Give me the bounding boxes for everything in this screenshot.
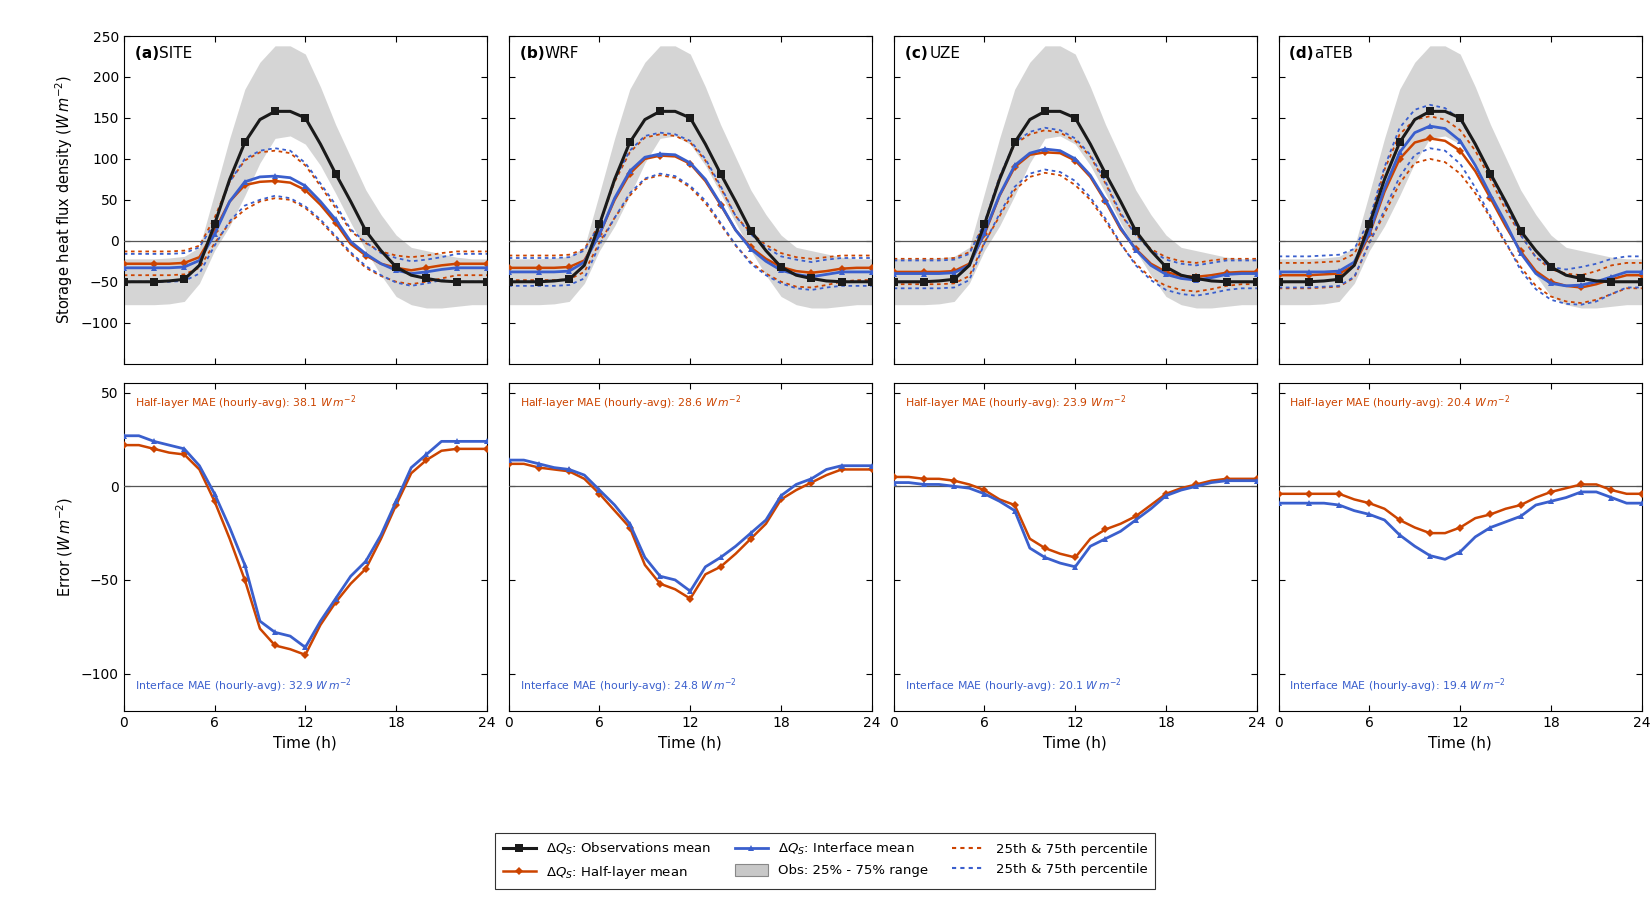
Text: (d): (d) [1290,46,1320,61]
Text: Interface MAE (hourly-avg): 24.8 $W\,m^{-2}$: Interface MAE (hourly-avg): 24.8 $W\,m^{… [520,676,736,695]
Text: Interface MAE (hourly-avg): 19.4 $W\,m^{-2}$: Interface MAE (hourly-avg): 19.4 $W\,m^{… [1290,676,1506,695]
Y-axis label: Storage heat flux density ($W\,m^{-2}$): Storage heat flux density ($W\,m^{-2}$) [54,76,76,324]
Text: Half-layer MAE (hourly-avg): 20.4 $W\,m^{-2}$: Half-layer MAE (hourly-avg): 20.4 $W\,m^… [1290,393,1510,412]
Text: (a): (a) [135,46,163,61]
X-axis label: Time (h): Time (h) [658,735,723,751]
Legend: $\Delta Q_S$: Observations mean, $\Delta Q_S$: Half-layer mean, $\Delta Q_S$: In: $\Delta Q_S$: Observations mean, $\Delta… [495,833,1155,889]
Text: (c): (c) [904,46,932,61]
Text: aTEB: aTEB [1313,46,1353,61]
Text: Interface MAE (hourly-avg): 20.1 $W\,m^{-2}$: Interface MAE (hourly-avg): 20.1 $W\,m^{… [904,676,1122,695]
Text: (b): (b) [520,46,549,61]
Text: Half-layer MAE (hourly-avg): 23.9 $W\,m^{-2}$: Half-layer MAE (hourly-avg): 23.9 $W\,m^… [904,393,1125,412]
X-axis label: Time (h): Time (h) [1429,735,1492,751]
Text: Half-layer MAE (hourly-avg): 38.1 $W\,m^{-2}$: Half-layer MAE (hourly-avg): 38.1 $W\,m^… [135,393,356,412]
Text: UZE: UZE [929,46,960,61]
Text: WRF: WRF [544,46,579,61]
Text: SITE: SITE [160,46,193,61]
X-axis label: Time (h): Time (h) [274,735,337,751]
X-axis label: Time (h): Time (h) [1043,735,1107,751]
Text: Half-layer MAE (hourly-avg): 28.6 $W\,m^{-2}$: Half-layer MAE (hourly-avg): 28.6 $W\,m^… [520,393,741,412]
Text: Interface MAE (hourly-avg): 32.9 $W\,m^{-2}$: Interface MAE (hourly-avg): 32.9 $W\,m^{… [135,676,351,695]
Y-axis label: Error ($W\,m^{-2}$): Error ($W\,m^{-2}$) [54,497,76,598]
